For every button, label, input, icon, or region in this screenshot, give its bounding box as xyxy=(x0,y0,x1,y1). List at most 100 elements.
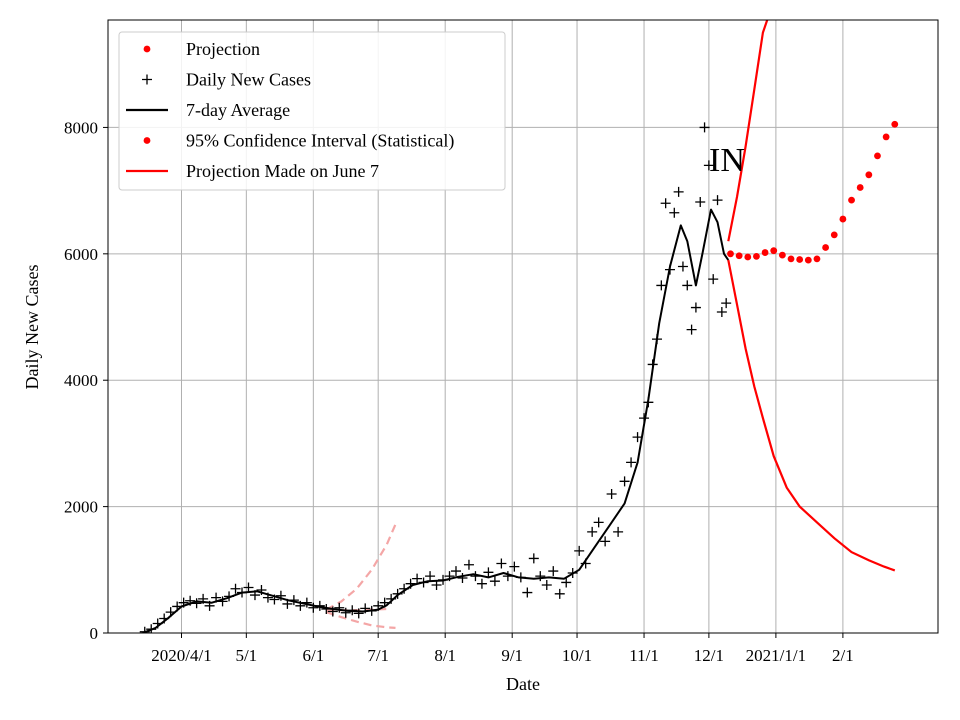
projection-point xyxy=(830,231,838,239)
daily-case-marker xyxy=(483,567,494,578)
daily-case-marker xyxy=(548,566,559,577)
projection-point xyxy=(882,133,890,141)
x-tick-label: 12/1 xyxy=(694,646,724,665)
ticks: 2020/4/1 5/1 6/1 7/1 8/1 9/1 10/1 11/1 12/1 2021/… xyxy=(64,118,854,665)
daily-case-marker xyxy=(334,602,345,613)
daily-case-marker xyxy=(457,573,468,584)
plot-frame xyxy=(107,19,939,634)
daily-case-marker xyxy=(243,582,254,593)
daily-case-marker xyxy=(660,198,671,209)
daily-case-marker xyxy=(716,306,727,317)
y-tick-label: 6000 xyxy=(64,245,98,264)
x-tick-label: 8/1 xyxy=(434,646,456,665)
projection-point xyxy=(865,171,873,179)
x-tick-label: 2021/1/1 xyxy=(746,646,806,665)
daily-case-marker xyxy=(600,536,611,547)
daily-case-marker xyxy=(626,457,637,468)
legend-label: Projection xyxy=(186,39,260,59)
projection-point xyxy=(822,244,830,251)
x-tick-label: 11/1 xyxy=(629,646,659,665)
projection-point xyxy=(778,251,786,259)
y-tick-label: 0 xyxy=(90,624,99,643)
daily-case-marker xyxy=(708,274,719,285)
daily-case-marker xyxy=(476,578,487,589)
daily-case-marker xyxy=(695,197,706,208)
y-tick-label: 4000 xyxy=(64,371,98,390)
projection-point xyxy=(744,253,752,261)
projection-point xyxy=(856,184,864,191)
daily-case-marker xyxy=(340,607,351,618)
seven-day-average-line xyxy=(142,208,730,633)
daily-case-marker xyxy=(686,324,697,335)
daily-case-marker xyxy=(606,488,617,499)
x-axis-label: Date xyxy=(506,674,540,694)
daily-case-marker xyxy=(677,261,688,272)
daily-case-marker xyxy=(574,545,585,556)
daily-case-marker xyxy=(541,579,552,590)
x-tick-label: 2020/4/1 xyxy=(151,646,211,665)
projection-point xyxy=(735,252,743,260)
y-tick-label: 8000 xyxy=(64,118,98,137)
legend: Projection Daily New Cases 7-day Average 95… xyxy=(118,31,506,191)
legend-label: Daily New Cases xyxy=(186,70,311,90)
projection-point xyxy=(874,152,881,160)
daily-case-marker xyxy=(561,577,572,588)
projection-point xyxy=(753,252,760,260)
daily-case-marker xyxy=(230,583,241,594)
projection-point xyxy=(796,256,804,263)
daily-case-marker xyxy=(690,302,701,313)
x-tick-label: 10/1 xyxy=(562,646,592,665)
daily-case-marker xyxy=(308,602,319,613)
daily-case-marker xyxy=(463,559,474,570)
daily-case-marker xyxy=(528,553,539,564)
legend-plus-marker xyxy=(142,74,152,85)
daily-case-marker xyxy=(673,186,684,197)
projection-point xyxy=(848,196,855,204)
daily-case-marker xyxy=(554,588,565,599)
projection-point xyxy=(804,256,812,264)
ci-lower-line xyxy=(727,259,896,572)
x-tick-label: 7/1 xyxy=(367,646,389,665)
daily-case-marker xyxy=(632,432,643,443)
daily-case-marker xyxy=(721,298,732,309)
daily-case-marker xyxy=(656,280,667,291)
ci-upper-line xyxy=(727,20,769,242)
y-axis-label: Daily New Cases xyxy=(22,265,42,390)
daily-case-marker xyxy=(535,571,546,582)
daily-case-marker xyxy=(699,122,710,133)
daily-case-marker xyxy=(412,573,423,584)
daily-case-marker xyxy=(669,207,680,218)
daily-case-marker xyxy=(593,517,604,528)
daily-case-marker xyxy=(522,587,533,598)
projection-point xyxy=(727,250,734,258)
legend-box xyxy=(118,31,506,191)
projection-point xyxy=(839,215,847,223)
daily-case-marker xyxy=(489,576,500,587)
legend-label: 7-day Average xyxy=(186,100,290,120)
legend-label: Projection Made on June 7 xyxy=(186,161,379,181)
y-tick-label: 2000 xyxy=(64,498,98,517)
projection-point xyxy=(770,247,778,255)
daily-case-marker xyxy=(613,526,624,537)
daily-case-marker xyxy=(587,526,598,537)
legend-dot-marker xyxy=(143,45,151,53)
x-tick-label: 6/1 xyxy=(302,646,324,665)
daily-case-marker xyxy=(450,566,461,577)
daily-case-marker xyxy=(425,571,436,582)
projection-point xyxy=(787,255,795,263)
annotation-label: IN xyxy=(709,142,745,179)
legend-dot-marker xyxy=(143,137,151,144)
daily-case-marker xyxy=(509,561,520,572)
x-tick-label: 5/1 xyxy=(235,646,257,665)
daily-case-marker xyxy=(712,195,723,206)
legend-label: 95% Confidence Interval (Statistical) xyxy=(186,131,454,152)
daily-case-marker xyxy=(703,160,714,171)
x-tick-label: 2/1 xyxy=(832,646,854,665)
june-projection-lower-bound xyxy=(325,611,396,629)
daily-case-marker xyxy=(619,476,630,487)
daily-case-marker xyxy=(353,608,364,619)
series-layer xyxy=(139,20,899,633)
projection-point xyxy=(761,249,769,256)
projection-point xyxy=(891,120,899,128)
